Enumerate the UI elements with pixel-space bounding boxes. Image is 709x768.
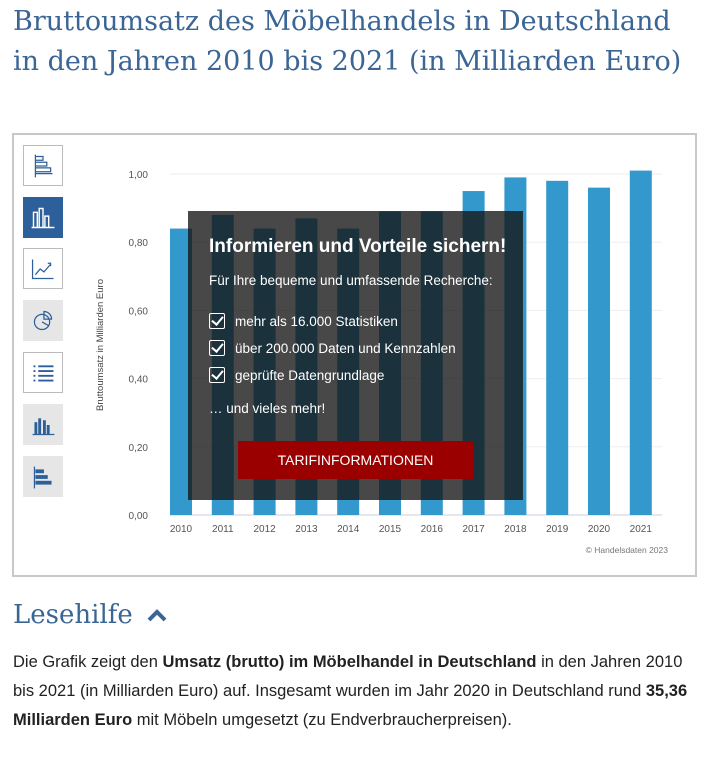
- chart-type-button-stacked-bar-chart[interactable]: [23, 456, 63, 497]
- checkbox-icon: [209, 340, 225, 356]
- chart-credit: © Handelsdaten 2023: [586, 545, 669, 555]
- bold-text: Umsatz (brutto) im Möbelhandel in Deutsc…: [162, 653, 537, 671]
- chart-container: [12, 133, 697, 577]
- x-tick-label: 2017: [462, 524, 485, 535]
- x-tick-label: 2012: [253, 524, 276, 535]
- tarifinformationen-button[interactable]: TARIFINFORMATIONEN: [238, 441, 473, 479]
- pie-chart-icon: [33, 310, 53, 330]
- lesehilfe-text: Die Grafik zeigt den Umsatz (brutto) im …: [13, 648, 703, 735]
- y-tick-label: 0,40: [129, 375, 149, 386]
- x-tick-label: 2020: [588, 524, 611, 535]
- stacked-bar-chart-icon: [33, 466, 52, 488]
- x-tick-label: 2010: [170, 524, 193, 535]
- overlay-more: … und vieles mehr!: [209, 401, 326, 416]
- page-title: Bruttoumsatz des Möbelhandels in Deutsch…: [13, 6, 682, 77]
- y-tick-label: 0,80: [129, 238, 149, 249]
- text: mit Möbeln umgesetzt (zu Endverbraucherp…: [132, 711, 512, 729]
- bar-2019: [546, 180, 569, 515]
- chart-type-button-pie-chart[interactable]: [23, 300, 63, 341]
- overlay-subheading: Für Ihre bequeme und umfassende Recherch…: [209, 273, 493, 288]
- y-tick-label: 0,20: [129, 443, 149, 454]
- chart-type-button-line-chart[interactable]: [23, 248, 63, 289]
- overlay-heading: Informieren und Vorteile sichern!: [209, 236, 507, 257]
- column-chart-icon: [31, 207, 55, 228]
- text: in den Jahren 2010 bis 2021 (in Milliard…: [13, 653, 683, 700]
- checkbox-icon: [209, 367, 225, 383]
- bar-2010: [170, 228, 192, 515]
- lesehilfe-title: Lesehilfe: [13, 600, 133, 630]
- line-chart-icon: [31, 259, 54, 279]
- x-tick-label: 2013: [295, 524, 318, 535]
- x-tick-label: 2011: [212, 524, 234, 535]
- x-tick-label: 2021: [630, 524, 653, 535]
- list-table-icon: [33, 364, 54, 382]
- list-item-text: geprüfte Datengrundlage: [235, 367, 385, 383]
- bar-2020: [588, 187, 610, 515]
- x-tick-label: 2016: [421, 524, 444, 535]
- y-axis-label: Bruttoumsatz in Milliarden Euro: [95, 279, 106, 411]
- y-tick-label: 0,00: [129, 511, 149, 522]
- list-item-text: mehr als 16.000 Statistiken: [235, 313, 398, 329]
- list-item-text: über 200.000 Daten und Kennzahlen: [235, 340, 456, 356]
- overlay-list-item: mehr als 16.000 Statistiken: [209, 313, 398, 329]
- x-tick-label: 2015: [379, 524, 402, 535]
- paywall-overlay: Informieren und Vorteile sichern! Für Ih…: [188, 211, 523, 500]
- overlay-list-item: geprüfte Datengrundlage: [209, 367, 384, 383]
- chart-type-button-horizontal-bar-chart[interactable]: [23, 145, 63, 186]
- chart-type-button-grouped-column-chart[interactable]: [23, 404, 63, 445]
- bar-2021: [629, 170, 652, 515]
- x-tick-label: 2019: [546, 524, 569, 535]
- chart-type-button-list-table[interactable]: [23, 352, 63, 393]
- y-tick-label: 1,00: [129, 170, 149, 181]
- bold-text: 35,36 Milliarden Euro: [13, 682, 688, 729]
- x-tick-label: 2014: [337, 524, 360, 535]
- lesehilfe-toggle[interactable]: Lesehilfe: [13, 600, 167, 630]
- text: Die Grafik zeigt den: [13, 653, 163, 671]
- horizontal-bar-chart-icon: [34, 154, 53, 177]
- chevron-up-icon: [147, 609, 167, 622]
- y-tick-label: 0,60: [129, 306, 149, 317]
- checkbox-icon: [209, 313, 225, 329]
- overlay-list-item: über 200.000 Daten und Kennzahlen: [209, 340, 456, 356]
- chart-type-button-column-chart[interactable]: [23, 197, 63, 238]
- x-tick-label: 2018: [504, 524, 527, 535]
- grouped-column-chart-icon: [32, 417, 55, 435]
